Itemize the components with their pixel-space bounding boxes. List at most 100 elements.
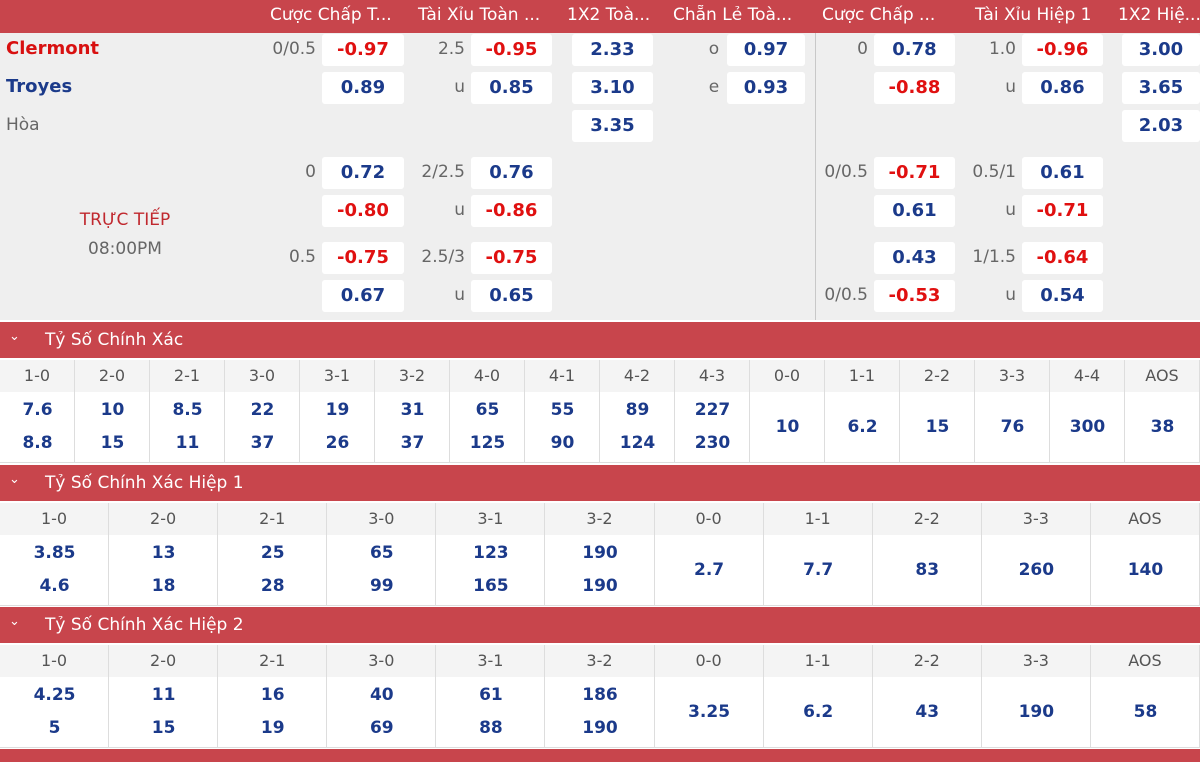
score-odds[interactable]: 8.5 bbox=[172, 400, 203, 420]
score-odds[interactable]: 190 bbox=[582, 543, 618, 563]
odds-value[interactable]: 2.33 bbox=[572, 34, 653, 66]
score-odds[interactable]: 4.6 bbox=[39, 576, 70, 596]
odds-value[interactable]: 0.65 bbox=[471, 280, 552, 312]
odds-value[interactable]: 3.00 bbox=[1122, 34, 1200, 66]
odds-value[interactable]: 2.03 bbox=[1122, 110, 1200, 142]
odds-value[interactable]: 3.10 bbox=[572, 72, 653, 104]
score-odds[interactable]: 15 bbox=[925, 417, 950, 437]
score-odds[interactable]: 18 bbox=[151, 576, 176, 596]
score-odds[interactable]: 4.25 bbox=[33, 685, 76, 705]
odds-value[interactable]: -0.95 bbox=[471, 34, 552, 66]
score-label: 0-0 bbox=[750, 360, 825, 392]
score-odds[interactable]: 300 bbox=[1069, 417, 1106, 437]
odds-value[interactable]: -0.53 bbox=[874, 280, 955, 312]
score-odds[interactable]: 40 bbox=[369, 685, 394, 705]
score-odds[interactable]: 140 bbox=[1127, 560, 1164, 580]
score-odds[interactable]: 43 bbox=[915, 702, 940, 722]
odds-value[interactable]: -0.71 bbox=[874, 157, 955, 189]
odds-value[interactable]: 0.43 bbox=[874, 242, 955, 274]
score-odds[interactable]: 88 bbox=[479, 718, 503, 738]
score-odds[interactable]: 7.7 bbox=[803, 560, 834, 580]
odds-value[interactable]: -0.71 bbox=[1022, 195, 1103, 227]
score-odds[interactable]: 124 bbox=[619, 433, 656, 453]
cell-divider bbox=[449, 392, 450, 462]
score-odds[interactable]: 31 bbox=[400, 400, 425, 420]
odds-value[interactable]: 3.35 bbox=[572, 110, 653, 142]
odds-value[interactable]: 0.89 bbox=[322, 72, 404, 104]
odds-value[interactable]: 0.67 bbox=[322, 280, 404, 312]
score-odds[interactable]: 11 bbox=[151, 685, 176, 705]
score-odds[interactable]: 3.85 bbox=[33, 543, 76, 563]
odds-value[interactable]: -0.80 bbox=[322, 195, 404, 227]
score-odds[interactable]: 19 bbox=[260, 718, 285, 738]
odds-value[interactable]: 3.65 bbox=[1122, 72, 1200, 104]
odds-value[interactable]: -0.88 bbox=[874, 72, 955, 104]
odds-value[interactable]: 0.97 bbox=[727, 34, 805, 66]
odds-value[interactable]: 0.85 bbox=[471, 72, 552, 104]
score-odds[interactable]: 26 bbox=[325, 433, 350, 453]
odds-value[interactable]: 0.54 bbox=[1022, 280, 1103, 312]
odds-value[interactable]: -0.97 bbox=[322, 34, 404, 66]
score-odds[interactable]: 37 bbox=[400, 433, 425, 453]
score-odds[interactable]: 83 bbox=[915, 560, 940, 580]
odds-value[interactable]: -0.64 bbox=[1022, 242, 1103, 274]
score-odds[interactable]: 69 bbox=[369, 718, 394, 738]
score-odds[interactable]: 55 bbox=[550, 400, 575, 420]
chevron: ⌄ bbox=[9, 329, 20, 344]
score-odds[interactable]: 8.8 bbox=[22, 433, 53, 453]
odds-value[interactable]: 0.61 bbox=[1022, 157, 1103, 189]
odds-value[interactable]: -0.75 bbox=[471, 242, 552, 274]
score-odds[interactable]: 190 bbox=[1018, 702, 1055, 722]
cell-divider bbox=[326, 535, 328, 605]
score-odds[interactable]: 7.6 bbox=[22, 400, 53, 420]
score-odds[interactable]: 5 bbox=[48, 718, 61, 738]
score-odds[interactable]: 61 bbox=[479, 685, 503, 705]
odds-value[interactable]: 0.72 bbox=[322, 157, 404, 189]
score-odds[interactable]: 25 bbox=[260, 543, 285, 563]
score-odds[interactable]: 260 bbox=[1018, 560, 1055, 580]
score-odds[interactable]: 10 bbox=[100, 400, 125, 420]
cell-divider bbox=[108, 677, 110, 747]
odds-value[interactable]: 0.78 bbox=[874, 34, 955, 66]
score-odds[interactable]: 58 bbox=[1133, 702, 1158, 722]
score-odds[interactable]: 15 bbox=[151, 718, 176, 738]
score-odds[interactable]: 165 bbox=[473, 576, 509, 596]
score-odds[interactable]: 90 bbox=[550, 433, 575, 453]
score-odds[interactable]: 19 bbox=[325, 400, 350, 420]
score-odds[interactable]: 37 bbox=[250, 433, 275, 453]
score-odds[interactable]: 15 bbox=[100, 433, 125, 453]
label-row bbox=[0, 360, 1200, 392]
score-odds[interactable]: 99 bbox=[369, 576, 394, 596]
odds-value[interactable]: 0.93 bbox=[727, 72, 805, 104]
handicap-label: u bbox=[1005, 285, 1016, 305]
score-odds[interactable]: 123 bbox=[473, 543, 509, 563]
score-odds[interactable]: 22 bbox=[250, 400, 275, 420]
score-odds[interactable]: 65 bbox=[475, 400, 500, 420]
score-odds[interactable]: 186 bbox=[582, 685, 618, 705]
score-label: 3-2 bbox=[545, 503, 655, 535]
score-odds[interactable]: 190 bbox=[582, 576, 618, 596]
score-odds[interactable]: 125 bbox=[469, 433, 506, 453]
odds-value[interactable]: 0.86 bbox=[1022, 72, 1103, 104]
odds-value[interactable]: -0.75 bbox=[322, 242, 404, 274]
score-odds[interactable]: 10 bbox=[775, 417, 800, 437]
score-odds[interactable]: 16 bbox=[260, 685, 285, 705]
score-odds[interactable]: 38 bbox=[1150, 417, 1175, 437]
odds-value[interactable]: -0.96 bbox=[1022, 34, 1103, 66]
score-odds[interactable]: 13 bbox=[151, 543, 176, 563]
score-odds[interactable]: 3.25 bbox=[688, 702, 731, 722]
score-odds[interactable]: 190 bbox=[582, 718, 618, 738]
odds-value[interactable]: 0.76 bbox=[471, 157, 552, 189]
score-odds[interactable]: 76 bbox=[1000, 417, 1025, 437]
odds-value[interactable]: 0.61 bbox=[874, 195, 955, 227]
odds-value[interactable]: -0.86 bbox=[471, 195, 552, 227]
score-odds[interactable]: 6.2 bbox=[803, 702, 834, 722]
score-odds[interactable]: 11 bbox=[175, 433, 200, 453]
score-odds[interactable]: 230 bbox=[694, 433, 731, 453]
score-odds[interactable]: 65 bbox=[369, 543, 394, 563]
score-odds[interactable]: 2.7 bbox=[694, 560, 725, 580]
score-odds[interactable]: 6.2 bbox=[847, 417, 878, 437]
score-odds[interactable]: 227 bbox=[694, 400, 731, 420]
score-odds[interactable]: 89 bbox=[625, 400, 650, 420]
score-odds[interactable]: 28 bbox=[260, 576, 285, 596]
